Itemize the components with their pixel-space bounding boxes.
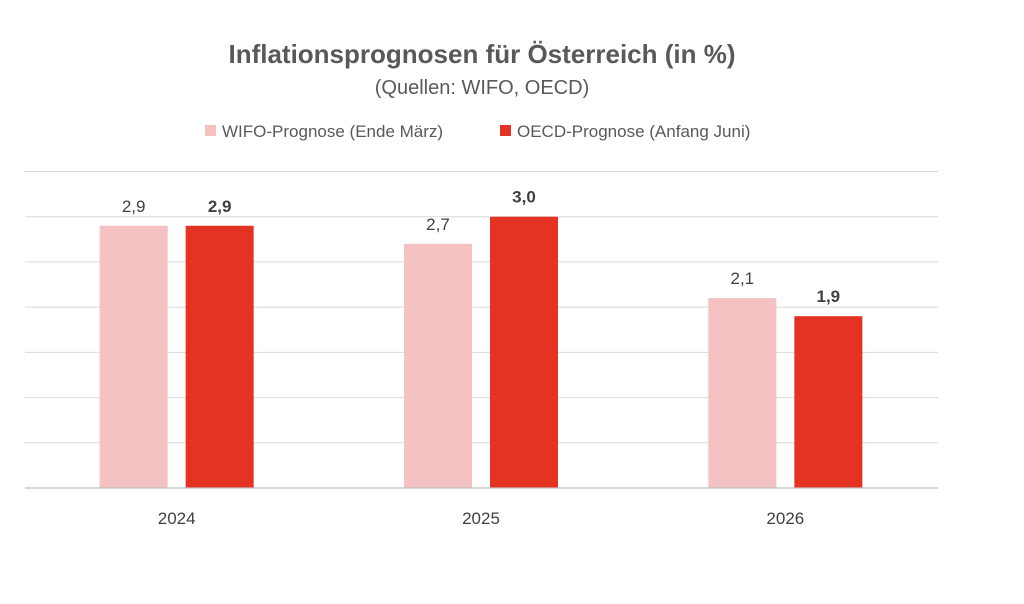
data-labels: 2,9 2,9 2,7 3,0 2,1 1,9: [122, 188, 840, 306]
legend-label-wifo: WIFO-Prognose (Ende März): [222, 122, 443, 141]
legend-swatch-wifo: [205, 125, 216, 136]
x-tick-label: 2026: [766, 509, 804, 528]
legend-swatch-oecd: [500, 125, 511, 136]
bar-wifo-2025: [404, 243, 472, 488]
chart-subtitle: (Quellen: WIFO, OECD): [375, 77, 589, 99]
bar-wifo-2024: [99, 225, 168, 488]
x-tick-label: 2024: [158, 509, 196, 528]
gridlines: [25, 171, 938, 444]
x-tick-label: 2025: [462, 509, 500, 528]
data-label-oecd-2024: 2,9: [208, 197, 232, 216]
data-label-wifo-2025: 2,7: [426, 215, 450, 234]
data-label-oecd-2026: 1,9: [817, 287, 841, 306]
bar-oecd-2026: [794, 316, 863, 488]
bar-wifo-2026: [708, 298, 777, 488]
bars: [99, 216, 863, 488]
data-label-wifo-2026: 2,1: [731, 269, 755, 288]
x-axis-ticks: 2024 2025 2026: [158, 509, 804, 528]
legend-label-oecd: OECD-Prognose (Anfang Juni): [517, 122, 750, 141]
bar-oecd-2024: [185, 225, 254, 488]
data-label-wifo-2024: 2,9: [122, 197, 146, 216]
data-label-oecd-2025: 3,0: [512, 188, 536, 207]
bar-oecd-2025: [490, 216, 558, 488]
legend: WIFO-Prognose (Ende März) OECD-Prognose …: [205, 122, 750, 141]
chart-title: Inflationsprognosen für Österreich (in %…: [228, 39, 735, 69]
